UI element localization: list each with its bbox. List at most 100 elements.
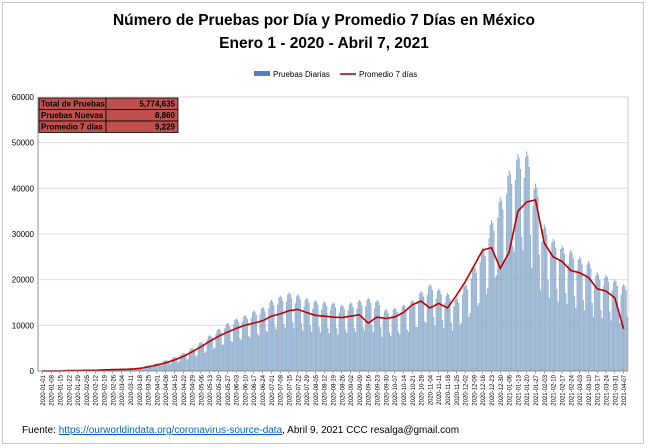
bar	[533, 189, 535, 372]
bar	[558, 260, 560, 372]
x-tick-label: 2020-08-26	[340, 374, 346, 405]
bar	[284, 327, 286, 372]
bar	[338, 312, 340, 372]
bar	[487, 287, 489, 372]
bar	[626, 317, 628, 372]
bar	[599, 279, 601, 372]
x-tick-label: 2020-07-08	[279, 374, 285, 405]
bar	[547, 280, 549, 372]
bar	[352, 307, 354, 372]
bar	[347, 310, 349, 372]
bar	[463, 286, 465, 372]
x-tick-label: 2020-02-19	[103, 374, 109, 405]
bar	[375, 302, 377, 372]
bar	[562, 247, 564, 372]
chart-frame	[2, 2, 644, 444]
table-row-value: 8,860	[155, 111, 176, 120]
x-tick-label: 2020-11-18	[446, 374, 452, 405]
bar	[368, 299, 371, 372]
table-row-label: Pruebas Nuevas	[41, 111, 104, 120]
bar	[386, 310, 388, 372]
x-tick-label: 2020-08-19	[332, 374, 338, 405]
bar	[409, 308, 411, 372]
bar	[498, 202, 500, 372]
bar	[565, 293, 567, 372]
bar	[519, 169, 521, 372]
bar	[496, 275, 498, 372]
bar	[470, 278, 472, 372]
x-tick-label: 2021-03-17	[596, 374, 602, 405]
bar	[289, 293, 291, 372]
bar	[316, 301, 318, 372]
bar	[396, 312, 398, 372]
bar	[269, 302, 271, 372]
bar	[212, 348, 215, 372]
bar	[538, 254, 540, 372]
bar	[297, 294, 299, 372]
x-tick-label: 2021-02-24	[569, 374, 575, 405]
bar	[340, 306, 342, 372]
bar	[441, 319, 443, 372]
bar	[282, 300, 284, 372]
bar	[376, 300, 378, 372]
bar	[336, 328, 338, 372]
bar	[513, 251, 515, 372]
bar	[451, 330, 454, 372]
bar	[616, 285, 618, 372]
bar	[465, 285, 467, 372]
x-tick-label: 2021-02-17	[560, 374, 566, 405]
bar	[459, 325, 461, 372]
bar	[415, 326, 417, 372]
bar	[464, 284, 466, 372]
bar	[255, 314, 257, 372]
bar	[477, 305, 479, 372]
bar	[177, 362, 179, 372]
bar	[435, 298, 437, 372]
bar	[483, 250, 485, 372]
bar	[514, 179, 516, 372]
bar	[574, 295, 576, 372]
bar	[389, 332, 391, 372]
x-tick-label: 2020-03-18	[138, 374, 144, 405]
bar	[195, 356, 197, 372]
bar	[327, 327, 329, 372]
bar	[319, 332, 321, 372]
bar	[619, 323, 621, 372]
bar	[584, 310, 586, 372]
x-tick-label: 2020-01-01	[41, 374, 47, 405]
bar	[419, 293, 421, 372]
bar	[270, 300, 272, 372]
bar	[288, 292, 290, 372]
bar	[581, 264, 583, 372]
bar	[438, 288, 440, 372]
bar	[303, 306, 305, 372]
x-tick-label: 2020-01-15	[59, 374, 65, 405]
bar	[205, 351, 207, 372]
bar	[568, 253, 571, 372]
bar	[151, 367, 153, 372]
x-tick-label: 2021-04-07	[622, 374, 628, 405]
x-tick-label: 2020-12-09	[472, 374, 478, 405]
bar	[624, 285, 626, 372]
bar	[240, 340, 242, 372]
bar	[609, 311, 611, 372]
bar	[521, 236, 523, 372]
bar	[560, 249, 562, 372]
bar	[170, 363, 172, 372]
y-tick-label: 40000	[12, 184, 35, 193]
bar	[467, 290, 469, 372]
bar	[380, 326, 382, 372]
y-tick-label: 0	[30, 367, 35, 376]
x-tick-label: 2020-04-15	[173, 374, 179, 405]
bar	[602, 286, 604, 372]
bar	[224, 328, 226, 372]
source-link[interactable]: https://ourworldindata.org/coronavirus-s…	[58, 425, 283, 436]
bar	[501, 200, 503, 372]
bar	[557, 301, 559, 372]
bar	[494, 277, 496, 372]
bar	[492, 223, 494, 372]
x-tick-label: 2020-02-05	[85, 374, 91, 405]
bar	[322, 303, 324, 372]
bar	[401, 306, 403, 372]
bar	[229, 326, 231, 372]
